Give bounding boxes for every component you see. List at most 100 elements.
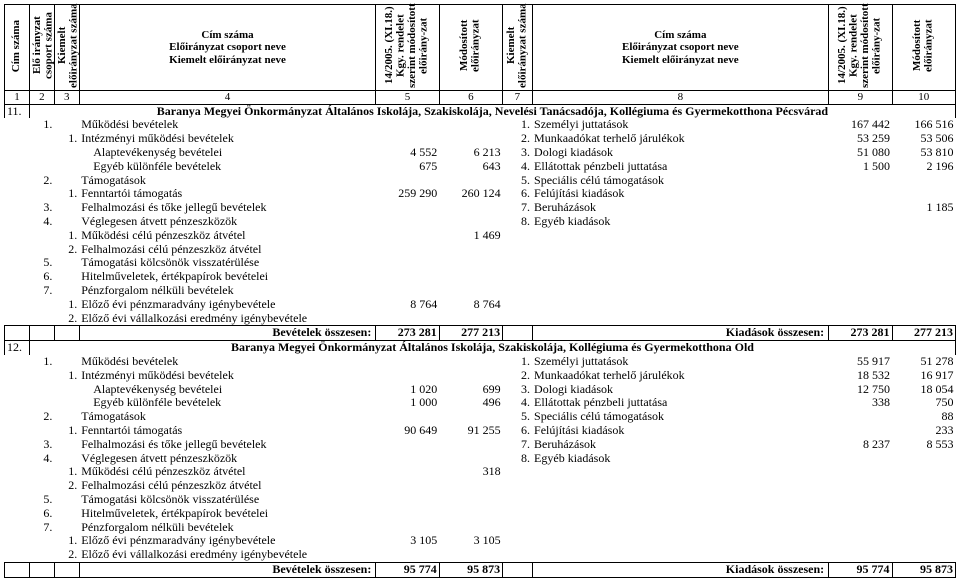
row-label: Egyéb különféle bevételek xyxy=(79,160,376,174)
value: 1 000 xyxy=(376,396,439,410)
group-num: 1. xyxy=(29,355,54,369)
header-row: Cím száma Elő irányzat csoport száma Kie… xyxy=(5,5,956,91)
right-num: 2. xyxy=(503,132,532,146)
table-row: 1. Intézményi működési bevételek 2. Munk… xyxy=(5,132,956,146)
row-label: Felhalmozási célú pénzeszköz átvétel xyxy=(79,243,376,257)
value: 12 750 xyxy=(829,383,892,397)
value: 95 774 xyxy=(829,562,892,577)
col-header-line: Előirányzat csoport neve xyxy=(82,41,374,54)
colnum: 7 xyxy=(503,91,532,105)
total-label: Bevételek összesen: xyxy=(79,326,376,341)
group-num: 3. xyxy=(29,438,54,452)
total-label: Bevételek összesen: xyxy=(79,562,376,577)
value: 1 469 xyxy=(439,229,502,243)
row-label: Működési célú pénzeszköz átvétel xyxy=(79,229,376,243)
right-num: 3. xyxy=(503,383,532,397)
row-label: Támogatások xyxy=(79,410,376,424)
value: 95 873 xyxy=(892,562,955,577)
row-label: Működési bevételek xyxy=(79,118,376,132)
row-label: Beruházások xyxy=(532,201,829,215)
value: 55 917 xyxy=(829,355,892,369)
col-header-line: Cím száma xyxy=(535,29,827,42)
value: 6 213 xyxy=(439,146,502,160)
right-num: 6. xyxy=(503,187,532,201)
table-row: 1. Előző évi pénzmaradvány igénybevétele… xyxy=(5,298,956,312)
section-title: Baranya Megyei Önkormányzat Általános Is… xyxy=(29,341,955,355)
row-label: Speciális célú támogatások xyxy=(532,174,829,188)
group-num: 2. xyxy=(29,410,54,424)
sub-num: 2. xyxy=(54,479,79,493)
table-row: 2. Támogatások 5. Speciális célú támogat… xyxy=(5,174,956,188)
table-row: 2. Felhalmozási célú pénzeszköz átvétel xyxy=(5,479,956,493)
value: 4 552 xyxy=(376,146,439,160)
row-label: Beruházások xyxy=(532,438,829,452)
sub-num: 1. xyxy=(54,187,79,201)
row-label: Támogatási kölcsönök visszatérülése xyxy=(79,256,376,270)
value: 675 xyxy=(376,160,439,174)
row-label: Felhalmozási és tőke jellegű bevételek xyxy=(79,438,376,452)
value: 53 506 xyxy=(892,132,955,146)
group-num: 4. xyxy=(29,215,54,229)
row-label: Pénzforgalom nélküli bevételek xyxy=(79,284,376,298)
table-row: Egyéb különféle bevételek 1 000 496 4. E… xyxy=(5,396,956,410)
right-num: 1. xyxy=(503,118,532,132)
sub-num: 1. xyxy=(54,132,79,146)
row-label: Személyi juttatások xyxy=(532,355,829,369)
row-label: Előző évi vállalkozási eredmény igénybev… xyxy=(79,548,376,562)
row-label: Véglegesen átvett pénzeszközök xyxy=(79,452,376,466)
sub-num: 1. xyxy=(54,298,79,312)
value: 90 649 xyxy=(376,424,439,438)
right-num: 8. xyxy=(503,215,532,229)
value: 750 xyxy=(892,396,955,410)
col-header: Elő irányzat csoport száma xyxy=(32,3,55,88)
total-label: Kiadások összesen: xyxy=(532,326,829,341)
value: 16 917 xyxy=(892,369,955,383)
colnum-row: 1 2 3 4 5 6 7 8 9 10 xyxy=(5,91,956,105)
value: 2 196 xyxy=(892,160,955,174)
colnum: 2 xyxy=(29,91,54,105)
value: 53 810 xyxy=(892,146,955,160)
value: 260 124 xyxy=(439,187,502,201)
table-row: 1. Fenntartói támogatás 90 649 91 255 6.… xyxy=(5,424,956,438)
row-label: Egyéb különféle bevételek xyxy=(79,396,376,410)
col-header-line: Kgy. rendelet szerint módosított előirán… xyxy=(848,3,883,88)
colnum: 1 xyxy=(5,91,30,105)
value: 259 290 xyxy=(376,187,439,201)
col-header: 14/2005. (XI.18.) Kgy. rendelet szerint … xyxy=(384,3,430,88)
right-num: 1. xyxy=(503,355,532,369)
table-row: 2. Felhalmozási célú pénzeszköz átvétel xyxy=(5,243,956,257)
value: 53 259 xyxy=(829,132,892,146)
value: 699 xyxy=(439,383,502,397)
sub-num: 2. xyxy=(54,548,79,562)
col-header-line: Cím száma xyxy=(82,29,374,42)
table-row: 6. Hitelműveletek, értékpapírok bevétele… xyxy=(5,270,956,284)
value: 91 255 xyxy=(439,424,502,438)
row-label: Felújítási kiadások xyxy=(532,187,829,201)
table-row: Alaptevékenység bevételei 4 552 6 213 3.… xyxy=(5,146,956,160)
colnum: 10 xyxy=(892,91,955,105)
section-title-row: 12. Baranya Megyei Önkormányzat Általáno… xyxy=(5,341,956,355)
right-num: 5. xyxy=(503,174,532,188)
col-header: Kiemelt előirányzat száma xyxy=(57,3,80,88)
row-label: Működési célú pénzeszköz átvétel xyxy=(79,465,376,479)
group-num: 6. xyxy=(29,270,54,284)
group-num: 3. xyxy=(29,201,54,215)
sub-num: 2. xyxy=(54,312,79,326)
right-num: 3. xyxy=(503,146,532,160)
value: 3 105 xyxy=(439,534,502,548)
col-header-line: Kiemelt előirányzat neve xyxy=(82,54,374,67)
row-label: Intézményi működési bevételek xyxy=(79,132,376,146)
value: 277 213 xyxy=(892,326,955,341)
value: 1 185 xyxy=(892,201,955,215)
value: 95 774 xyxy=(376,562,439,577)
right-num: 6. xyxy=(503,424,532,438)
section-title-row: 11. Baranya Megyei Önkormányzat Általáno… xyxy=(5,104,956,118)
colnum: 9 xyxy=(829,91,892,105)
table-row: 4. Véglegesen átvett pénzeszközök 8. Egy… xyxy=(5,215,956,229)
group-num: 6. xyxy=(29,507,54,521)
table-row: 1. Működési bevételek 1. Személyi juttat… xyxy=(5,355,956,369)
table-row: 2. Támogatások 5. Speciális célú támogat… xyxy=(5,410,956,424)
budget-table: Cím száma Elő irányzat csoport száma Kie… xyxy=(4,4,956,578)
row-label: Működési bevételek xyxy=(79,355,376,369)
colnum: 3 xyxy=(54,91,79,105)
